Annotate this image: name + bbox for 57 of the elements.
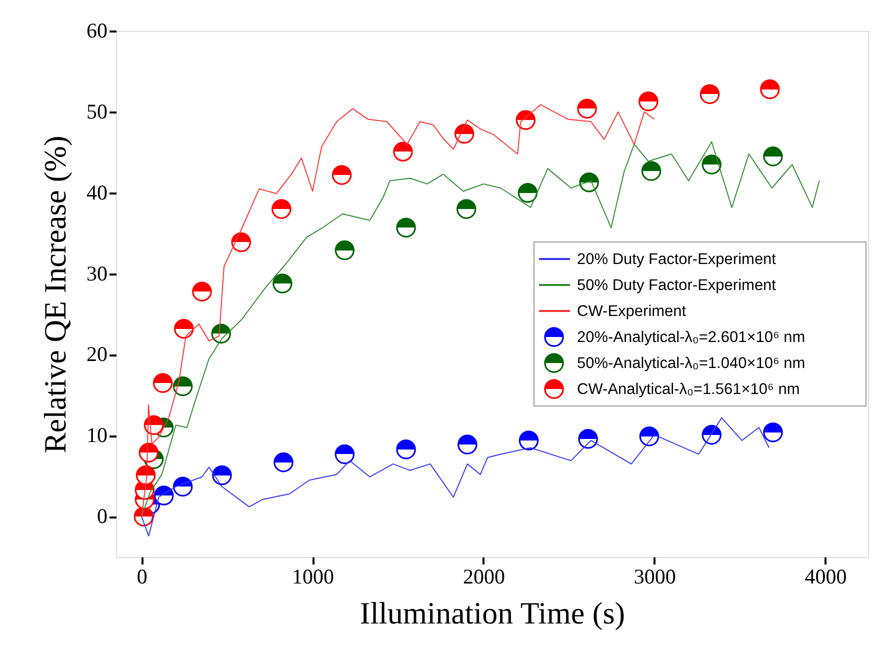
point (641, 161, 662, 181)
y-tick-label: 60 (86, 18, 108, 42)
point (172, 376, 193, 396)
legend-label: CW-Experiment (577, 303, 687, 320)
point (154, 486, 174, 506)
legend-label: 50% Duty Factor-Experiment (577, 277, 777, 294)
point (639, 426, 660, 446)
legend-label: CW-Analytical-λ₀=1.561×10⁶ nm (577, 381, 800, 398)
legend-label: 20% Duty Factor-Experiment (577, 251, 777, 268)
point (579, 172, 599, 192)
point (393, 142, 413, 162)
point (136, 465, 156, 486)
y-tick-label: 0 (97, 504, 108, 528)
y-tick-label: 50 (86, 99, 108, 124)
point (638, 92, 658, 112)
point (334, 240, 355, 260)
point (760, 79, 780, 100)
point (138, 442, 159, 462)
point (172, 476, 193, 496)
y-tick-label: 40 (86, 180, 108, 204)
point (454, 124, 474, 144)
legend-label: 20%-Analytical-λ₀=2.601×10⁶ nm (577, 329, 806, 346)
point (212, 465, 232, 486)
x-tick-label: 2000 (462, 564, 505, 588)
point (763, 146, 783, 166)
y-tick-label: 30 (86, 261, 108, 286)
point (518, 182, 538, 203)
point (516, 110, 536, 130)
point (456, 199, 476, 219)
point (702, 154, 722, 174)
point (274, 452, 294, 472)
point (396, 440, 416, 460)
x-axis-title: Illumination Time (s) (360, 596, 626, 630)
x-tick-label: 1000 (292, 564, 334, 588)
x-tick-label: 0 (136, 564, 148, 588)
point (518, 430, 539, 450)
point (192, 282, 212, 302)
point (334, 444, 355, 464)
y-axis-title: Relative QE Increase (%) (38, 136, 72, 454)
point (231, 232, 251, 252)
x-tick-label: 4000 (804, 564, 847, 588)
point (272, 274, 292, 294)
point (700, 84, 720, 104)
point (578, 428, 598, 449)
point (458, 434, 478, 454)
x-tick-label: 3000 (634, 564, 676, 588)
point (332, 165, 352, 185)
point (763, 422, 783, 442)
y-tick-label: 10 (86, 423, 108, 448)
point (174, 318, 194, 339)
legend-label: 50%-Analytical-λ₀=1.040×10⁶ nm (577, 355, 806, 372)
point (702, 424, 722, 445)
point (152, 373, 173, 393)
point (272, 199, 292, 219)
y-tick-label: 20 (86, 342, 108, 366)
point (577, 98, 597, 119)
point (396, 218, 416, 238)
